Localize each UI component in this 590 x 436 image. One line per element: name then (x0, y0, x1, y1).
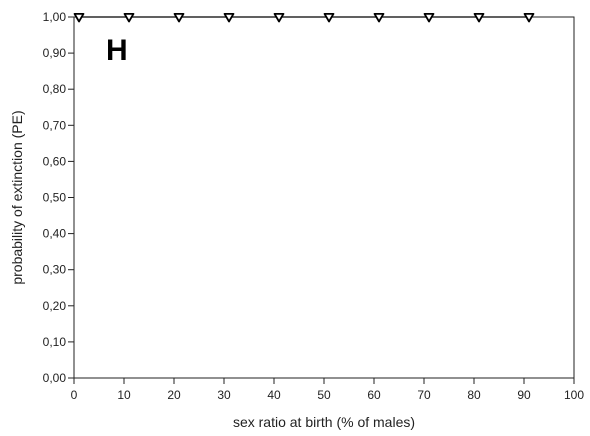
y-tick-label: 1,00 (43, 10, 67, 24)
y-axis-label: probability of extinction (PE) (9, 110, 25, 284)
y-tick-label: 0,70 (43, 118, 67, 132)
x-tick-label: 100 (564, 388, 584, 402)
x-tick-label: 0 (71, 388, 78, 402)
data-point (173, 12, 185, 23)
data-point (123, 12, 135, 23)
x-axis: 0 10 20 30 40 50 60 70 80 90 100 (71, 378, 584, 402)
y-tick-label: 0,10 (43, 335, 67, 349)
y-tick-label: 0,90 (43, 46, 67, 60)
x-tick-label: 10 (117, 388, 131, 402)
y-tick-label: 0,80 (43, 82, 67, 96)
x-tick-label: 80 (467, 388, 481, 402)
y-tick-label: 0,20 (43, 299, 67, 313)
x-tick-label: 70 (417, 388, 431, 402)
y-axis: 0,00 0,10 0,20 0,30 0,40 0,50 0,60 0,70 0,80 0,90… (43, 10, 74, 385)
x-tick-label: 40 (267, 388, 281, 402)
y-tick-label: 0,60 (43, 154, 67, 168)
data-point (323, 12, 335, 23)
data-point (473, 12, 485, 23)
y-tick-label: 0,50 (43, 191, 67, 205)
plot-frame (73, 16, 575, 379)
y-tick-label: 0,40 (43, 227, 67, 241)
series-layer (73, 12, 535, 23)
x-tick-label: 60 (367, 388, 381, 402)
x-axis-label: sex ratio at birth (% of males) (233, 414, 415, 430)
plot-border (73, 16, 575, 379)
data-point (523, 12, 535, 23)
y-tick-label: 0,00 (43, 371, 67, 385)
data-point (73, 12, 85, 23)
data-point (373, 12, 385, 23)
x-tick-label: 90 (517, 388, 531, 402)
data-point (273, 12, 285, 23)
data-point (223, 12, 235, 23)
y-tick-label: 0,30 (43, 263, 67, 277)
x-tick-label: 50 (317, 388, 331, 402)
x-tick-label: 20 (167, 388, 181, 402)
x-tick-label: 30 (217, 388, 231, 402)
panel-letter: H (106, 34, 128, 67)
data-point (423, 12, 435, 23)
